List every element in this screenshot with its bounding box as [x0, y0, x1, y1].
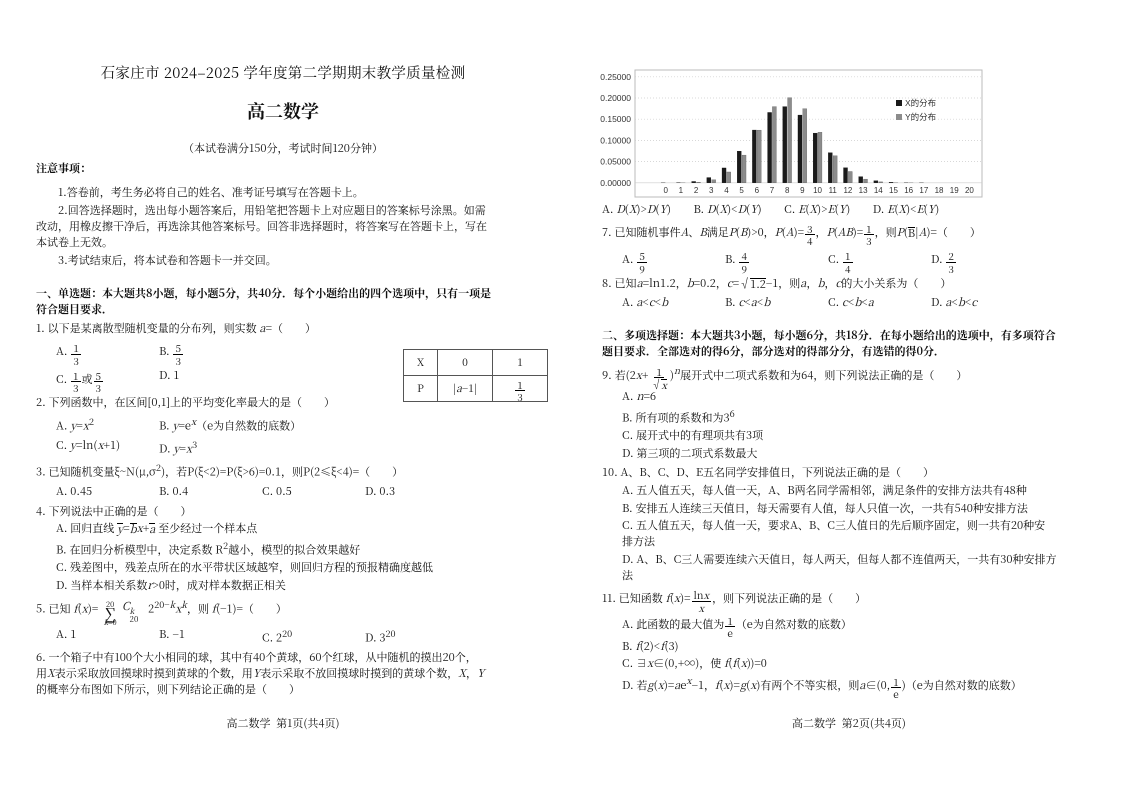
svg-text:0: 0	[663, 186, 668, 195]
svg-text:Y的分布: Y的分布	[905, 112, 936, 122]
svg-text:14: 14	[874, 186, 883, 195]
svg-text:0.05000: 0.05000	[600, 157, 631, 167]
svg-text:10: 10	[813, 186, 822, 195]
svg-text:8: 8	[785, 186, 790, 195]
svg-text:6: 6	[755, 186, 760, 195]
svg-text:0.20000: 0.20000	[600, 93, 631, 103]
svg-text:11: 11	[829, 186, 838, 195]
svg-text:1: 1	[679, 186, 684, 195]
svg-text:19: 19	[950, 186, 959, 195]
svg-text:13: 13	[859, 186, 868, 195]
svg-text:15: 15	[889, 186, 898, 195]
svg-text:4: 4	[724, 186, 729, 195]
svg-text:5: 5	[739, 186, 744, 195]
svg-text:7: 7	[770, 186, 775, 195]
svg-text:9: 9	[800, 186, 805, 195]
svg-text:16: 16	[904, 186, 913, 195]
svg-text:0.15000: 0.15000	[600, 114, 631, 124]
svg-text:17: 17	[919, 186, 928, 195]
svg-text:0.25000: 0.25000	[600, 72, 631, 82]
svg-text:0.10000: 0.10000	[600, 135, 631, 145]
svg-text:20: 20	[965, 186, 974, 195]
svg-text:3: 3	[709, 186, 714, 195]
svg-text:X的分布: X的分布	[905, 98, 936, 108]
svg-text:12: 12	[843, 186, 852, 195]
svg-text:18: 18	[935, 186, 944, 195]
svg-text:0.00000: 0.00000	[600, 178, 631, 188]
svg-text:2: 2	[694, 186, 699, 195]
